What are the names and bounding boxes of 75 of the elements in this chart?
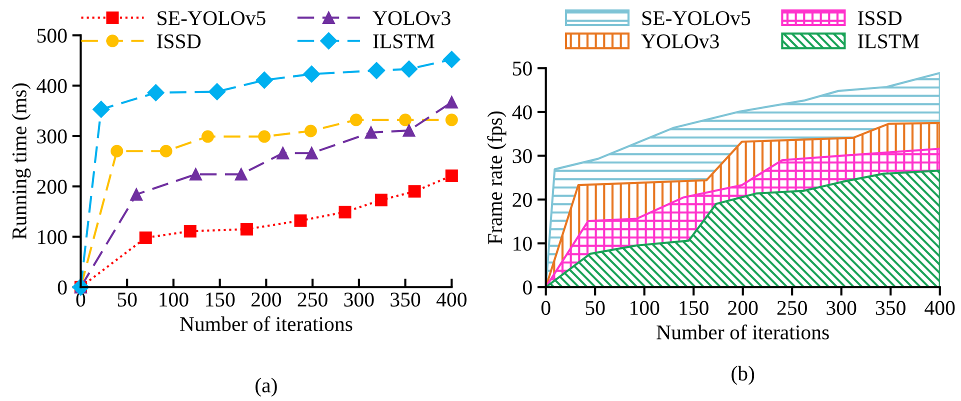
x-tick-label: 350 — [876, 300, 906, 315]
point — [184, 224, 196, 238]
x-tick-label: 250 — [298, 292, 328, 307]
legend-label: ISSD — [157, 34, 201, 48]
legend-label: ILSTM — [373, 34, 434, 48]
x-tick-label: 50 — [586, 300, 605, 315]
point — [445, 96, 458, 109]
point — [408, 185, 421, 198]
x-tick-label: 300 — [344, 292, 374, 307]
point — [445, 170, 458, 182]
point — [304, 124, 317, 138]
point — [399, 114, 412, 126]
point — [364, 126, 378, 139]
y-axis-title: Frame rate (fps) — [487, 111, 506, 244]
point — [374, 194, 388, 206]
y-tick-label: 0 — [58, 280, 67, 295]
point — [130, 188, 143, 201]
legend-label: SE-YOLOv5 — [642, 11, 750, 26]
point — [110, 144, 124, 158]
point — [368, 62, 386, 80]
x-tick-label: 0 — [541, 300, 550, 315]
legend-label: YOLOv3 — [641, 34, 719, 48]
y-tick-label: 0 — [523, 280, 532, 295]
x-tick-label: 350 — [390, 292, 420, 307]
point — [189, 168, 202, 181]
y-tick-label: 50 — [513, 62, 532, 76]
point — [276, 146, 290, 160]
x-tick-label: 400 — [436, 292, 466, 307]
x-axis-title: Number of iterations — [180, 316, 352, 332]
x-tick-label: 100 — [630, 300, 660, 315]
x-tick-label: 200 — [251, 292, 282, 307]
point — [400, 60, 418, 78]
point — [160, 144, 172, 158]
x-tick-label: 50 — [118, 292, 137, 307]
legend-label: ISSD — [858, 11, 902, 26]
point — [350, 114, 362, 126]
point — [445, 114, 458, 126]
x-tick-label: 300 — [826, 300, 856, 315]
point — [208, 83, 226, 100]
point — [139, 232, 152, 244]
legend-label: SE-YOLOv5 — [158, 11, 266, 26]
point — [338, 206, 352, 218]
text: (a) — [256, 378, 277, 397]
point — [256, 72, 273, 89]
x-tick-label: 150 — [680, 300, 708, 315]
y-tick-label: 10 — [514, 236, 532, 251]
y-tick-label: 400 — [36, 79, 67, 94]
legend-label: ILSTM — [858, 34, 920, 48]
y-tick-label: 30 — [512, 149, 532, 164]
y-tick-label: 100 — [38, 230, 67, 244]
point — [240, 222, 253, 236]
point — [258, 130, 271, 143]
point — [234, 168, 248, 181]
x-tick-label: 150 — [206, 292, 235, 307]
y-tick-label: 40 — [512, 105, 532, 120]
y-tick-label: 20 — [512, 192, 532, 207]
y-tick-label: 500 — [37, 28, 67, 43]
x-axis-title: Number of iterations — [656, 324, 829, 340]
point — [147, 84, 164, 102]
point — [305, 146, 318, 160]
text: (b) — [732, 366, 754, 385]
point — [92, 100, 110, 118]
legend-label: YOLOv3 — [372, 11, 450, 26]
point — [402, 124, 416, 137]
point — [303, 66, 320, 83]
x-tick-label: 400 — [924, 300, 955, 315]
y-tick-label: 300 — [37, 129, 67, 144]
point — [294, 214, 307, 227]
point — [202, 130, 214, 143]
y-axis-title: Running time (ms) — [12, 83, 31, 240]
x-tick-label: 100 — [160, 292, 188, 307]
x-tick-label: 250 — [777, 300, 807, 315]
x-tick-label: 200 — [728, 300, 758, 315]
point — [443, 50, 460, 68]
y-tick-label: 200 — [37, 180, 67, 194]
